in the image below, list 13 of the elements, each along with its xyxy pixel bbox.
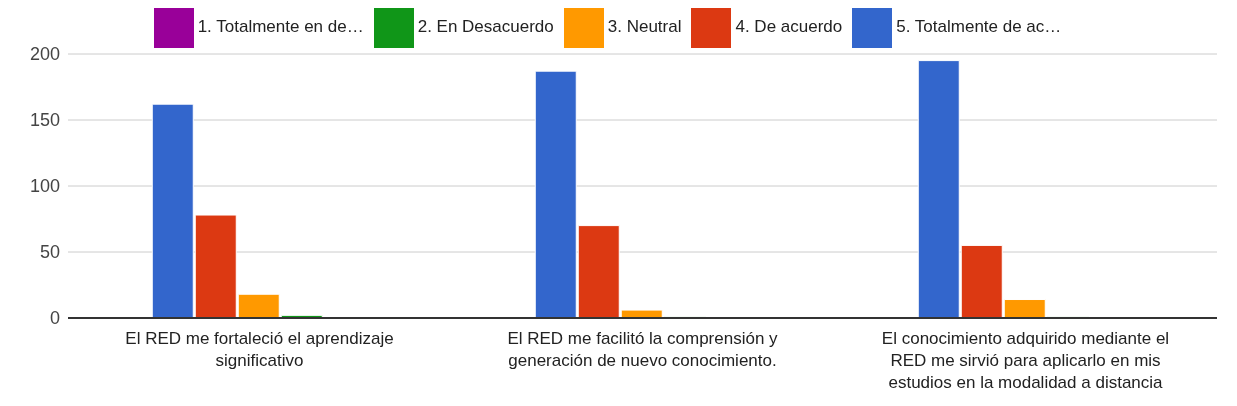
legend-label: 3. Neutral (607, 17, 682, 37)
x-tick-label: El RED me facilitó la comprensión y generación de nuevo conocimiento. (507, 329, 779, 370)
legend-label: 5. Totalmente de ac… (896, 17, 1062, 37)
legend-label: 4. De acuerdo (735, 17, 843, 37)
y-tick-label: 50 (39, 242, 60, 263)
y-tick-label: 200 (29, 44, 60, 65)
legend-label: 1. Totalmente en de… (197, 17, 364, 37)
x-tick-label: El RED me fortaleció el aprendizaje significativo (125, 329, 394, 370)
y-tick-label: 100 (29, 176, 60, 197)
x-tick-label: El conocimiento adquirido mediante el RED me sirvió para aplicarlo en mis estudios en la modalidad a distancia (881, 329, 1170, 392)
y-tick-label: 0 (49, 308, 60, 329)
y-tick-label: 150 (29, 110, 60, 131)
legend-label: 2. En Desacuerdo (417, 17, 554, 37)
